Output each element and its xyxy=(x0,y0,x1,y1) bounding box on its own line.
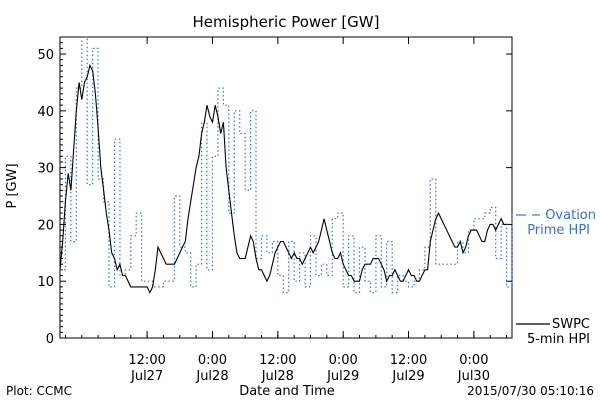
y-tick-label: 40 xyxy=(37,105,54,120)
x-tick-label-time: 12:00 xyxy=(259,353,296,368)
x-tick-label-time: 0:00 xyxy=(329,353,358,368)
y-tick-label: 30 xyxy=(37,162,54,177)
x-tick-label-date: Jul28 xyxy=(261,369,294,384)
x-tick-label-date: Jul27 xyxy=(130,369,163,384)
y-tick-label: 50 xyxy=(37,48,54,63)
y-axis-label: P [GW] xyxy=(5,163,20,208)
legend-swpc-name: SWPC xyxy=(552,317,590,332)
y-tick-label: 10 xyxy=(37,275,54,290)
x-tick-label-time: 0:00 xyxy=(459,353,488,368)
x-tick-label-time: 12:00 xyxy=(128,353,165,368)
x-tick-label-time: 12:00 xyxy=(390,353,427,368)
y-tick-label: 20 xyxy=(37,218,54,233)
footer-timestamp: 2015/07/30 05:10:16 xyxy=(467,384,594,398)
legend-ovation-name-line2: Prime HPI xyxy=(527,223,590,238)
x-tick-label-date: Jul29 xyxy=(326,369,359,384)
x-tick-label-date: Jul30 xyxy=(457,369,490,384)
x-tick-label-date: Jul28 xyxy=(195,369,228,384)
x-axis-label: Date and Time xyxy=(239,384,335,399)
legend-swpc-name-line2: 5-min HPI xyxy=(527,332,590,347)
plot-area: 0102030405012:00Jul270:00Jul2812:00Jul28… xyxy=(37,36,596,384)
y-tick-label: 0 xyxy=(46,332,54,347)
legend-ovation-name: Ovation xyxy=(545,208,596,223)
x-tick-label-time: 0:00 xyxy=(198,353,227,368)
footer-left-label: Plot: CCMC xyxy=(6,384,72,398)
x-tick-label-date: Jul29 xyxy=(391,369,424,384)
chart-title: Hemispheric Power [GW] xyxy=(193,13,380,31)
series-swpc-line xyxy=(59,63,507,294)
plot-frame xyxy=(59,36,513,339)
series-ovation-line xyxy=(60,36,513,294)
